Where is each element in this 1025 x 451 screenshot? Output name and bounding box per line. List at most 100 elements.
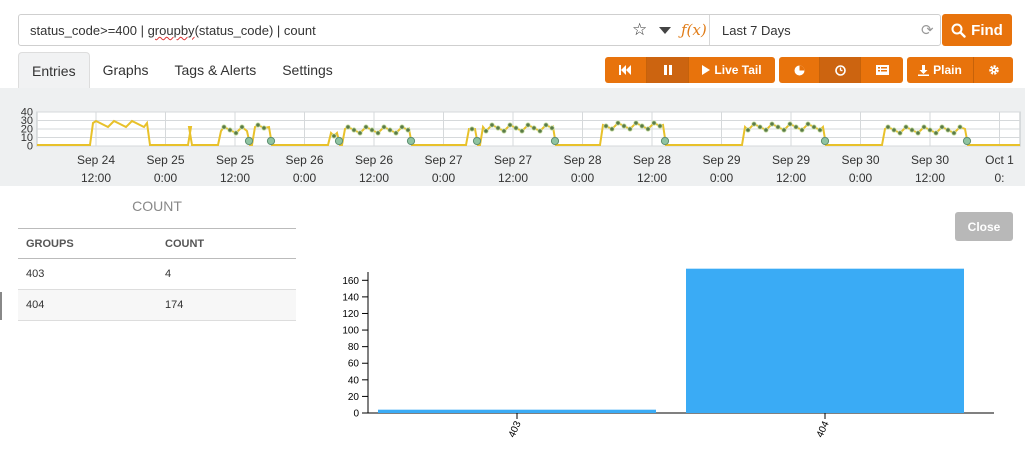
live-tail-label: Live Tail [714, 63, 762, 77]
y-tick-label: 140 [342, 292, 359, 303]
timeline-marker [406, 136, 416, 146]
timeline-point [381, 124, 387, 130]
playback-controls: Live Tail [605, 57, 775, 83]
y-tick-label: 20 [348, 392, 360, 403]
row-count: 174 [165, 299, 184, 311]
timeline-x-tick-time: 0:00 [293, 171, 317, 185]
timeline-x-tick-date: Sep 29 [702, 153, 740, 167]
timeline-point [363, 124, 369, 130]
clock-button[interactable] [820, 57, 861, 83]
timeline-point [507, 122, 513, 128]
timeline-point [469, 126, 475, 132]
chevron-down-icon[interactable] [659, 27, 671, 34]
query-part-3: (status_code) | count [194, 23, 316, 38]
timeline-x-tick-date: Sep 30 [841, 153, 879, 167]
function-icon[interactable]: ƒ(x) [681, 21, 707, 39]
timeline-x-tick-date: Sep 30 [911, 153, 949, 167]
timeline-x-tick-date: Sep 26 [355, 153, 393, 167]
timeline-point [387, 127, 393, 133]
timeline-point [951, 130, 957, 136]
timeline-point [513, 125, 519, 131]
tab-settings[interactable]: Settings [282, 62, 333, 78]
timeline-x-tick-time: 0:00 [571, 171, 595, 185]
timeline-point [769, 121, 775, 127]
timeline-point [609, 126, 615, 132]
y-tick-label: 80 [348, 342, 360, 353]
view-controls [779, 57, 903, 83]
timeline-x-tick-time: 0:00 [849, 171, 873, 185]
timeline-point [945, 127, 951, 133]
timeline-point [805, 121, 811, 127]
export-controls: Plain [907, 57, 1013, 83]
timeline-x-tick-date: Sep 28 [563, 153, 601, 167]
tab-entries[interactable]: Entries [18, 52, 90, 88]
search-query-input[interactable]: status_code>=400 | groupby(status_code) … [30, 23, 316, 38]
clock-icon [834, 64, 846, 76]
timeline-x-tick-date: Sep 27 [424, 153, 462, 167]
timeline-point [957, 124, 963, 130]
timeline-point [405, 127, 411, 133]
timeline-x-tick-date: Sep 25 [216, 153, 254, 167]
timeline-x-tick-date: Sep 26 [285, 153, 323, 167]
timeline-point [345, 124, 351, 130]
list-view-button[interactable] [861, 57, 903, 83]
timeline-point [615, 120, 621, 126]
timeline-y-tick: 30 [21, 115, 33, 127]
plain-download-button[interactable]: Plain [907, 57, 974, 83]
pause-icon [663, 65, 672, 75]
timeline-point [393, 130, 399, 136]
timeline-marker [472, 136, 482, 146]
tab-graphs[interactable]: Graphs [102, 62, 149, 78]
timeline-point [633, 120, 639, 126]
chart-view-button[interactable] [779, 57, 820, 83]
query-part-1: status_code>=400 | [30, 23, 148, 38]
timeline-point [775, 124, 781, 130]
star-icon[interactable]: ☆ [632, 20, 648, 39]
query-part-2: groupby [147, 23, 195, 38]
skip-back-button[interactable] [605, 57, 647, 83]
timeline-y-tick: 20 [21, 124, 33, 136]
column-header-count: COUNT [165, 237, 205, 250]
y-tick-label: 40 [348, 375, 360, 386]
time-range-input[interactable]: Last 7 Days [722, 23, 791, 38]
x-tick-label: 403 [507, 419, 524, 439]
timeline-marker [266, 136, 276, 146]
table-row[interactable]: 403 4 [18, 259, 296, 290]
timeline-x-tick-time: 12:00 [359, 171, 389, 185]
timeline-point [915, 130, 921, 136]
timeline-point [933, 130, 939, 136]
timeline-marker [334, 136, 344, 146]
pause-button[interactable] [647, 57, 689, 83]
timeline-y-tick: 0 [27, 141, 33, 153]
live-tail-button[interactable]: Live Tail [689, 57, 775, 83]
timeline-x-tick-time: 0: [994, 171, 1004, 185]
y-tick-label: 0 [353, 409, 359, 420]
play-icon [702, 65, 711, 75]
tab-tags-alerts[interactable]: Tags & Alerts [174, 62, 257, 78]
timeline-x-tick-time: 0:00 [432, 171, 456, 185]
find-button[interactable]: Find [942, 14, 1012, 46]
y-tick-label: 60 [348, 359, 360, 370]
timeline-marker [550, 136, 560, 146]
timeline-point [227, 127, 233, 133]
refresh-icon[interactable]: ⟳ [921, 22, 934, 39]
table-row[interactable]: 404 174 [18, 290, 296, 321]
x-tick-label: 404 [815, 419, 832, 439]
timeline-point [645, 126, 651, 132]
timeline-point [221, 124, 227, 130]
timeline-point [921, 124, 927, 130]
skip-back-icon [619, 65, 631, 75]
timeline-marker [962, 136, 972, 146]
timeline-point [781, 127, 787, 133]
row-group: 403 [26, 268, 45, 280]
list-icon [875, 65, 889, 75]
settings-button[interactable] [974, 57, 1013, 83]
timeline-point [495, 125, 501, 131]
timeline-point [939, 124, 945, 130]
timeline-point [501, 128, 507, 134]
timeline-x-tick-time: 12:00 [498, 171, 528, 185]
close-button[interactable]: Close [955, 212, 1013, 241]
column-header-groups: GROUPS [26, 237, 74, 250]
timeline-marker [820, 136, 830, 146]
